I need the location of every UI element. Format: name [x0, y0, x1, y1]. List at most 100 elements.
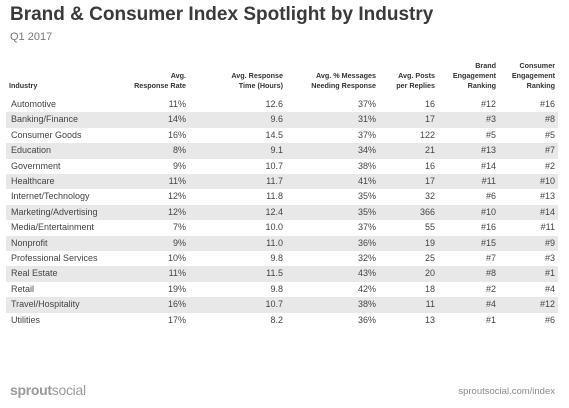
table-cell: #14 — [480, 160, 496, 171]
industry-name: Consumer Goods — [11, 129, 82, 140]
table-cell: 37% — [357, 129, 376, 140]
table-cell: 17 — [379, 174, 438, 190]
table-cell: #7 — [485, 253, 496, 264]
table-cell: 36% — [357, 314, 376, 325]
table-cell: 10% — [167, 253, 186, 264]
logo-text-light: social — [51, 382, 86, 398]
table-cell: 11.5 — [189, 266, 286, 282]
table-row: Professional Services 10% 9.8 32% 25 #7 #3 — [6, 251, 558, 266]
table-row: Automotive 11% 12.6 37% 16 #12 #16 — [6, 97, 558, 112]
industry-name: Internet/Technology — [11, 191, 90, 202]
page-title: Brand & Consumer Index Spotlight by Indu… — [10, 4, 434, 25]
table-row: Education 8% 9.1 34% 21 #13 #7 — [6, 143, 558, 159]
table-row: Media/Entertainment 7% 10.0 37% 55 #16 #11 — [6, 220, 558, 235]
table-cell: #6 — [485, 191, 496, 202]
table-cell: 10.7 — [189, 297, 286, 313]
table-cell: #2 — [544, 160, 555, 171]
table-cell: 38% — [286, 297, 379, 313]
table-cell: #9 — [499, 235, 558, 252]
table-cell: 11 — [379, 297, 438, 313]
table-cell: #16 — [539, 99, 555, 109]
table-cell: 19% — [167, 283, 186, 294]
table-cell: #11 — [540, 222, 555, 233]
table-cell: 35% — [286, 204, 379, 221]
industry-name: Utilities — [11, 314, 41, 325]
logo-text-bold: sprout — [10, 382, 52, 398]
table-cell: #6 — [544, 314, 555, 325]
table-cell: #13 — [438, 143, 499, 159]
table-cell: 35% — [357, 191, 376, 202]
table-cell: 37% — [357, 222, 376, 233]
table-cell: 10.7 — [265, 160, 283, 171]
table-cell: 7% — [172, 222, 186, 233]
table-cell: 16% — [167, 129, 186, 140]
column-header: Industry — [9, 81, 38, 90]
table-cell: 25 — [424, 253, 435, 264]
table-cell: 34% — [286, 143, 379, 159]
column-header: Avg. Response Rate — [134, 71, 186, 90]
table-cell: #13 — [539, 191, 555, 202]
table-cell: 32 — [424, 191, 435, 202]
table-cell: 12.6 — [265, 99, 283, 109]
table-cell: #12 — [480, 99, 496, 109]
table-cell: #11 — [438, 174, 499, 190]
table-cell: 31% — [286, 112, 379, 128]
table-cell: 17% — [167, 314, 186, 325]
industry-name: Automotive — [11, 99, 57, 109]
table-cell: 10.0 — [265, 222, 283, 233]
table-cell: #14 — [499, 204, 558, 221]
industry-name: Marketing/Advertising — [6, 204, 131, 221]
table-cell: 9.8 — [270, 283, 283, 294]
table-cell: #4 — [544, 283, 555, 294]
table-cell: 14.5 — [265, 129, 283, 140]
sproutsocial-logo: sproutsocial — [10, 382, 86, 398]
site-url: sproutsocial.com/index — [458, 386, 555, 397]
table-cell: 9% — [172, 160, 186, 171]
industry-name: Banking/Finance — [6, 112, 131, 128]
table-cell: 8.2 — [270, 314, 283, 325]
table-cell: 122 — [419, 129, 435, 140]
industry-name: Government — [11, 160, 61, 171]
table-cell: 9% — [131, 235, 189, 252]
table-cell: 19 — [379, 235, 438, 252]
table-cell: 12% — [167, 191, 186, 202]
page-subtitle: Q1 2017 — [10, 31, 53, 43]
table-cell: 11.8 — [266, 191, 283, 202]
table-cell: 9.1 — [189, 143, 286, 159]
column-header: Consumer Engagement Ranking — [511, 61, 555, 90]
table-cell: 12% — [131, 204, 189, 221]
table-cell: #10 — [438, 204, 499, 221]
table-cell: 20 — [379, 266, 438, 282]
table-cell: 36% — [286, 235, 379, 252]
table-cell: #5 — [485, 129, 496, 140]
industry-name: Healthcare — [6, 174, 131, 190]
column-header: Avg. Posts per Replies — [396, 71, 435, 90]
table-row: Internet/Technology 12% 11.8 35% 32 #6 #13 — [6, 189, 558, 204]
table-cell: 11.7 — [189, 174, 286, 190]
industry-name: Media/Entertainment — [11, 222, 95, 233]
table-cell: #3 — [438, 112, 499, 128]
table-cell: 16 — [424, 99, 435, 109]
table-cell: 12.4 — [189, 204, 286, 221]
table-cell: 16 — [424, 160, 435, 171]
industry-name: Education — [6, 143, 131, 159]
table-row: Marketing/Advertising 12% 12.4 35% 366 #10 #14 — [6, 204, 558, 221]
table-cell: #2 — [485, 283, 496, 294]
table-cell: 21 — [379, 143, 438, 159]
table-row: Retail 19% 9.8 42% 18 #2 #4 — [6, 282, 558, 297]
industry-name: Nonprofit — [6, 235, 131, 252]
column-header: Avg. Response Time (Hours) — [231, 71, 283, 90]
table-cell: 14% — [131, 112, 189, 128]
table-cell: 11% — [168, 99, 186, 109]
table-row: Real Estate 11% 11.5 43% 20 #8 #1 — [6, 266, 558, 282]
table-cell: 18 — [424, 283, 435, 294]
table-cell: #1 — [499, 266, 558, 282]
table-row: Government 9% 10.7 38% 16 #14 #2 — [6, 159, 558, 174]
table-cell: 11% — [131, 174, 189, 190]
industry-table: Industry Avg. Response Rate Avg. Response … — [6, 49, 558, 328]
table-cell: #8 — [438, 266, 499, 282]
industry-name: Real Estate — [6, 266, 131, 282]
column-header: Avg. % Messages Needing Response — [311, 71, 376, 90]
table-cell: #7 — [499, 143, 558, 159]
table-cell: 37% — [357, 99, 376, 109]
